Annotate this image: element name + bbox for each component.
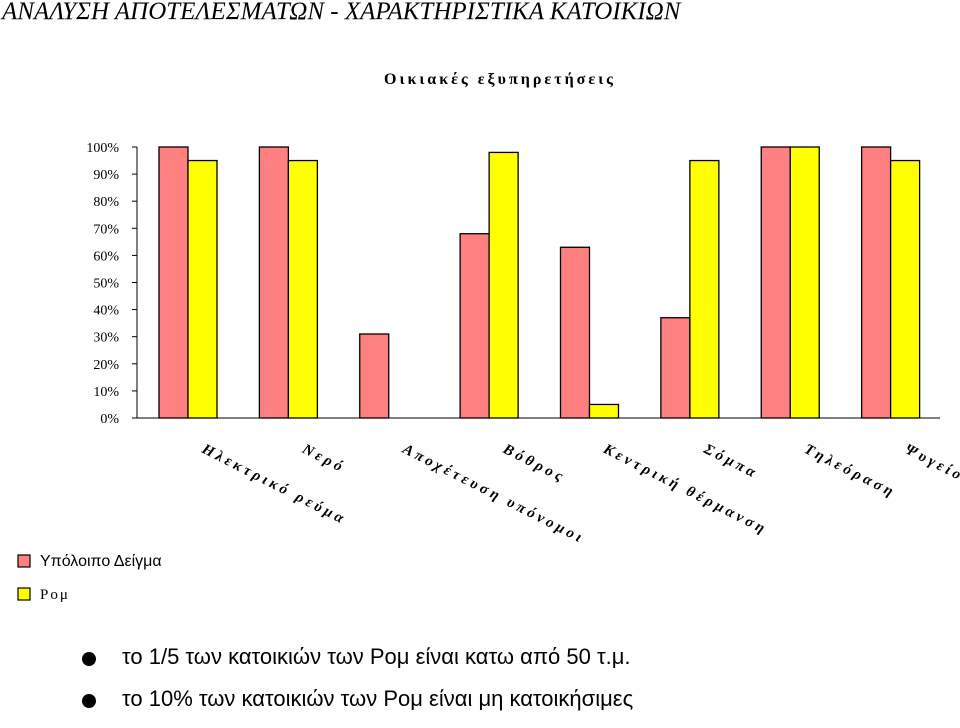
y-tick-label: 90% [93, 168, 119, 183]
bar [789, 146, 820, 419]
x-tick-label: Σόμπα [700, 441, 761, 483]
bar [158, 146, 189, 419]
x-tick-label: Νερό [299, 441, 348, 477]
x-tick-label: Αποχέτευση υπόνομοι [399, 441, 587, 547]
bar [488, 151, 519, 419]
bar [459, 233, 490, 419]
bullet-icon [82, 694, 96, 708]
bar [287, 159, 319, 419]
bar [359, 333, 390, 419]
page-title: ΑΝΑΛΥΣΗ ΑΠΟΤΕΛΕΣΜΑΤΩΝ - ΧΑΡΑΚΤΗΡΙΣΤΙΚΑ Κ… [2, 0, 681, 25]
y-tick-label: 60% [93, 249, 119, 264]
x-tick-label: Βόθρος [499, 441, 568, 487]
chart-title: Οικιακές εξυπηρετήσεις [384, 71, 616, 88]
chart-container: Οικιακές εξυπηρετήσεις 0% 10% 20% 30% 40% 50%… [17, 71, 960, 603]
y-tick-label: 30% [93, 331, 119, 346]
bar [760, 146, 791, 419]
y-tick-label: 10% [93, 385, 119, 400]
bar [559, 246, 591, 419]
bar [187, 159, 218, 419]
bullet-icon [82, 652, 96, 666]
bar [588, 403, 620, 419]
y-tick-label: 40% [93, 304, 119, 319]
y-tick-label: 50% [93, 277, 119, 292]
legend-swatch [17, 554, 31, 568]
bar [860, 146, 892, 419]
y-tick-label: 100% [86, 141, 119, 156]
bar-chart: Οικιακές εξυπηρετήσεις 0% 10% 20% 30% 40% 50%… [17, 71, 960, 603]
legend-swatch [17, 587, 31, 601]
note-text: το 1/5 των κατοικιών των Ρομ είναι κατω … [122, 644, 631, 669]
y-tick-label: 0% [100, 412, 119, 427]
bar [258, 146, 290, 419]
y-tick-label: 20% [93, 358, 119, 373]
legend-label: Υπόλοιπο Δείγμα [40, 553, 162, 570]
bar [660, 317, 691, 419]
legend-label: Ρομ [40, 587, 70, 603]
x-tick-label: Ψυγείο [902, 441, 960, 484]
note-text: το 10% των κατοικιών των Ρομ είναι μη κα… [122, 686, 634, 711]
bar [889, 159, 921, 419]
y-tick-label: 80% [93, 195, 119, 210]
y-tick-label: 70% [93, 222, 119, 237]
x-tick-label: Κεντρική θέρμανση [600, 441, 770, 538]
x-tick-label: Τηλεόραση [801, 441, 898, 501]
bar [689, 159, 720, 419]
